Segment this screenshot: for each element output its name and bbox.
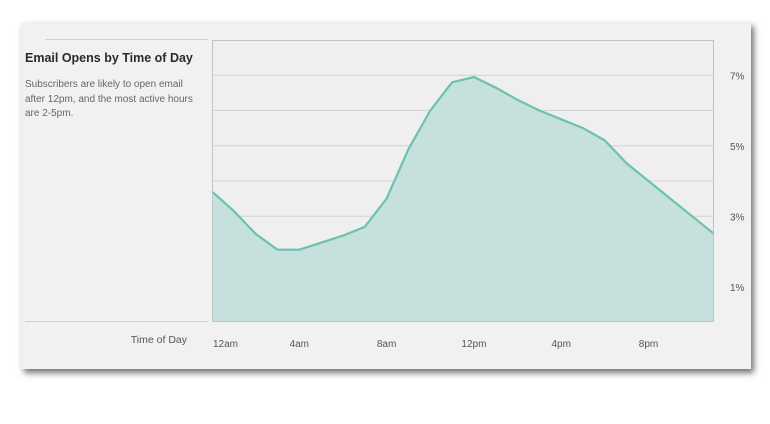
chart-subtitle: Subscribers are likely to open email aft…: [25, 79, 193, 119]
x-tick-label: 8am: [377, 339, 396, 350]
series-area: [212, 77, 714, 322]
x-tick-label: 4am: [290, 339, 309, 350]
chart-card: Email Opens by Time of Day Subscribers a…: [21, 22, 751, 369]
y-tick-label: 3%: [730, 212, 745, 223]
x-axis-title: Time of Day: [130, 334, 187, 346]
x-tick-label: 12pm: [461, 339, 486, 350]
sidebar-divider-bottom: [25, 321, 208, 322]
plot-border: [212, 40, 714, 322]
x-tick-label: 4pm: [551, 339, 570, 350]
series-line: [211, 75, 715, 251]
x-tick-label: 8pm: [639, 339, 658, 350]
x-tick-label: 12am: [213, 339, 238, 350]
sidebar-divider-top: [45, 39, 208, 40]
y-axis-ticks: 1% 3% 5% 7%: [730, 71, 745, 294]
y-tick-label: 5%: [730, 142, 745, 153]
x-axis-ticks: 12am 4am 8am 12pm 4pm 8pm: [213, 339, 658, 350]
chart-title: Email Opens by Time of Day: [25, 51, 193, 65]
y-tick-label: 1%: [730, 283, 745, 294]
area-chart: 1% 3% 5% 7% 12am 4am 8am 12pm 4pm 8pm: [211, 40, 745, 350]
y-tick-label: 7%: [730, 71, 745, 82]
